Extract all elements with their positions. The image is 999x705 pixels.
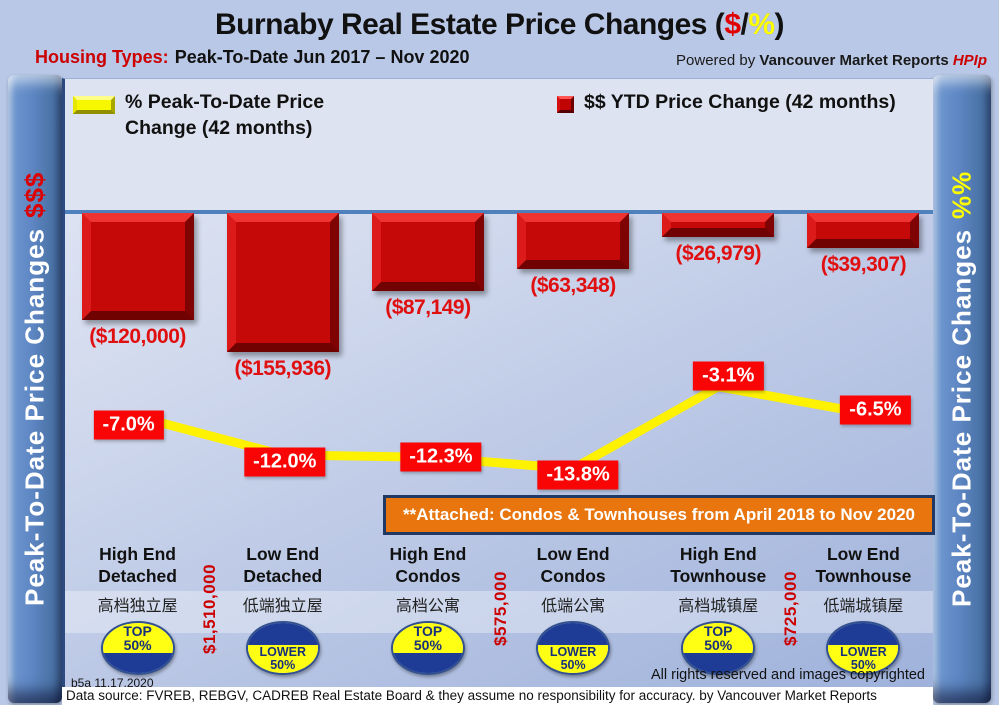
category-chinese-label: 低端城镇屋 xyxy=(823,598,904,615)
lower-50-badge: LOWER 50% xyxy=(826,621,901,675)
zero-baseline xyxy=(65,210,933,214)
right-axis-text: Peak-To-Date Price Changes xyxy=(946,229,977,608)
badge-half: TOP 50% xyxy=(102,622,173,653)
bar-value-label: ($155,936) xyxy=(234,357,332,380)
legend-percent-label: % Peak-To-Date Price Change (42 months) xyxy=(125,91,325,140)
category-band-highlight xyxy=(65,591,933,633)
legend-item-dollar: $$ YTD Price Change (42 months) xyxy=(557,89,896,115)
housing-types-label: Housing Types: xyxy=(35,47,169,67)
bar-value-label: ($120,000) xyxy=(89,325,186,348)
badge-half: TOP 50% xyxy=(392,622,463,653)
category-chinese-label: 低端公寓 xyxy=(541,598,606,615)
right-axis-title: Peak-To-Date Price Changes %% xyxy=(933,75,991,703)
percent-value-label: -7.0% xyxy=(93,410,164,440)
category-label-1: Low End Detached xyxy=(243,544,323,586)
powered-by: Powered by Vancouver Market Reports HPIp xyxy=(676,52,987,69)
badge-text: LOWER xyxy=(259,645,307,660)
category-label-0: High End Detached xyxy=(98,544,177,586)
title-percent-accent: % xyxy=(748,8,775,41)
top-50-badge: TOP 50% xyxy=(100,621,175,675)
bar-0 xyxy=(81,213,194,320)
page-title: Burnaby Real Estate Price Changes ($/%) xyxy=(0,8,999,42)
rights-text: All rights reserved and images copyright… xyxy=(650,667,925,683)
bar-value-label: ($63,348) xyxy=(530,274,616,297)
top-50-badge: TOP 50% xyxy=(390,621,465,675)
badge-text: 50% xyxy=(704,637,733,653)
lower-50-badge: LOWER 50% xyxy=(536,621,611,675)
badge-half xyxy=(828,623,899,645)
price-marker: $725,000 xyxy=(780,571,800,647)
percent-value-label: -13.8% xyxy=(537,460,619,490)
category-chinese-label: 高档独立屋 xyxy=(97,598,178,615)
badge-half xyxy=(392,653,463,673)
category-chinese-label: 高档公寓 xyxy=(395,598,460,615)
badge-text: LOWER xyxy=(549,645,597,660)
category-chinese-label: 高档城镇屋 xyxy=(678,598,759,615)
bar-5 xyxy=(807,213,920,248)
attached-note-text: **Attached: Condos & Townhouses from Apr… xyxy=(403,505,915,524)
left-axis-dollar-accent: $$$ xyxy=(19,171,50,219)
bar-value-label: ($87,149) xyxy=(385,296,471,319)
percent-value-label: -12.3% xyxy=(400,442,482,472)
badge-text: 50% xyxy=(413,637,442,653)
left-axis-title: Peak-To-Date Price Changes $$$ xyxy=(8,75,62,703)
badge-text: 50% xyxy=(270,658,296,672)
subtitle: Housing Types: Peak-To-Date Jun 2017 – No… xyxy=(35,47,470,68)
legend-item-percent: % Peak-To-Date Price Change (42 months) xyxy=(73,89,345,142)
chart-area: % Peak-To-Date Price Change (42 months) … xyxy=(62,78,935,690)
title-slash: / xyxy=(740,8,749,41)
badge-text: TOP xyxy=(413,622,443,639)
legend-band xyxy=(65,79,933,210)
bar-3 xyxy=(517,213,630,269)
bar-2 xyxy=(371,213,484,291)
title-text: Burnaby Real Estate Price Changes ( xyxy=(214,8,725,41)
percent-value-label: -6.5% xyxy=(840,395,911,425)
left-axis-pillar: Peak-To-Date Price Changes $$$ xyxy=(8,75,62,703)
badge-text: LOWER xyxy=(840,645,887,660)
brand-name: Vancouver Market Reports xyxy=(759,52,953,69)
badge-half xyxy=(102,653,173,673)
right-axis-percent-accent: %% xyxy=(946,170,977,220)
percent-value-label: -12.0% xyxy=(244,447,326,477)
badge-half: LOWER 50% xyxy=(247,645,318,673)
title-dollar-accent: $ xyxy=(724,8,741,41)
badge-text: 50% xyxy=(850,658,876,672)
hpi-badge: HPIp xyxy=(952,52,987,69)
badge-text: TOP xyxy=(123,622,152,639)
lower-50-badge: LOWER 50% xyxy=(245,621,320,675)
category-label-5: Low End Townhouse xyxy=(815,544,912,586)
price-marker: $575,000 xyxy=(490,571,510,647)
attached-note-box: **Attached: Condos & Townhouses from Apr… xyxy=(383,495,935,535)
badge-half xyxy=(247,623,318,645)
version-stamp: b5a 11.17.2020 xyxy=(71,676,154,690)
legend-dollar-label: $$ YTD Price Change (42 months) xyxy=(584,91,896,113)
badge-half: TOP 50% xyxy=(683,622,754,653)
badge-half: LOWER 50% xyxy=(538,645,609,673)
title-close: ) xyxy=(774,8,785,41)
category-label-4: High End Townhouse xyxy=(670,544,767,586)
bar-value-label: ($26,979) xyxy=(675,242,762,265)
category-chinese-label: 低端独立屋 xyxy=(242,598,323,615)
bar-4 xyxy=(662,213,775,237)
badge-text: TOP xyxy=(703,622,733,639)
top-50-badge: TOP 50% xyxy=(681,621,756,675)
badge-half xyxy=(538,623,609,645)
badge-text: 50% xyxy=(123,637,152,653)
category-label-2: High End Condos xyxy=(389,544,467,586)
red-bar-swatch-icon xyxy=(557,96,574,113)
category-label-3: Low End Condos xyxy=(536,544,610,586)
badge-text: 50% xyxy=(560,658,586,672)
date-range-text: Peak-To-Date Jun 2017 – Nov 2020 xyxy=(174,47,470,67)
powered-by-prefix: Powered by xyxy=(676,52,760,69)
yellow-line-swatch-icon xyxy=(73,96,115,114)
bar-value-label: ($39,307) xyxy=(820,253,907,276)
datasource-text: Data source: FVREB, REBGV, CADREB Real E… xyxy=(62,687,933,705)
bar-1 xyxy=(226,213,339,352)
percent-value-label: -3.1% xyxy=(693,361,764,391)
left-axis-text: Peak-To-Date Price Changes xyxy=(19,228,50,607)
price-marker: $1,510,000 xyxy=(200,563,220,655)
right-axis-pillar: Peak-To-Date Price Changes %% xyxy=(933,75,991,703)
badge-half xyxy=(683,653,754,673)
